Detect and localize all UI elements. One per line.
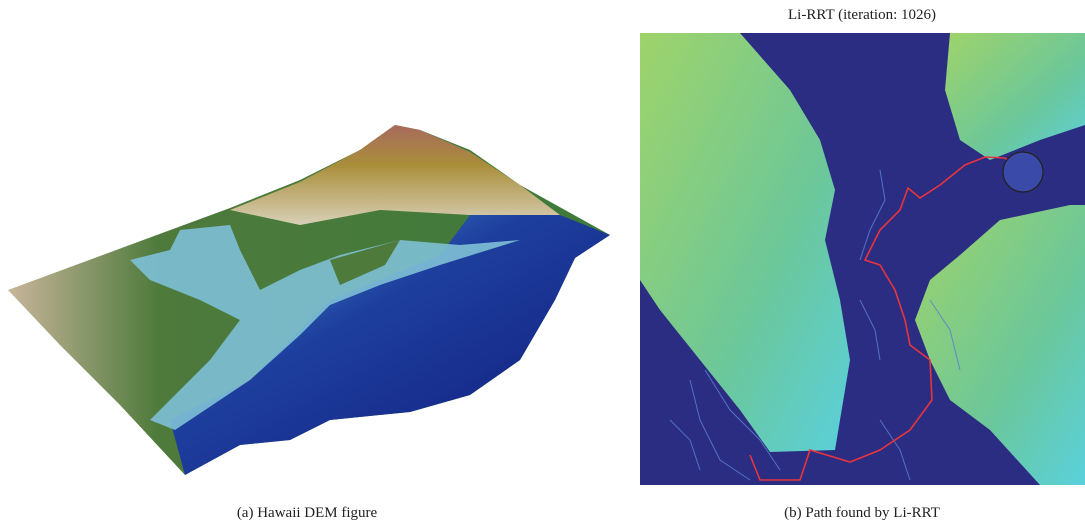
panel-title: Li-RRT (iteration: 1026) [788,7,936,23]
dem-render [8,125,610,475]
caption-b: (b) Path found by Li-RRT [784,505,940,521]
page: (a) Hawaii DEM figure Li-RRT (iteration:… [0,0,1085,529]
figure: (a) Hawaii DEM figure Li-RRT (iteration:… [0,0,1085,529]
caption-a: (a) Hawaii DEM figure [237,505,378,521]
path-map [640,33,1085,485]
